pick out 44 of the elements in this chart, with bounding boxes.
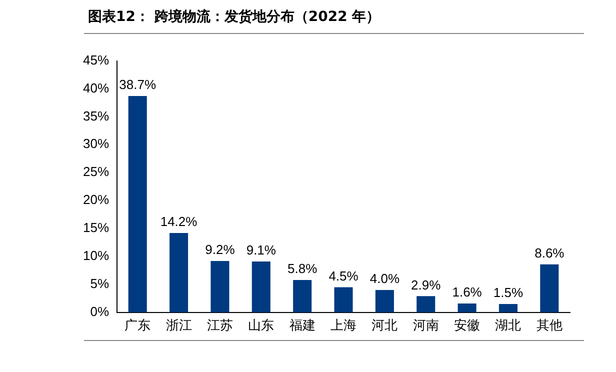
data-label: 14.2% [160,214,198,230]
data-label: 4.5% [328,268,359,284]
x-tick-label: 河北 [372,318,398,334]
x-tick-label: 山东 [248,318,274,334]
bar [540,264,559,312]
x-tick-label: 广东 [124,318,151,334]
x-tick-label: 河南 [412,318,439,334]
y-tick-label: 45% [82,52,110,68]
y-tick-label: 30% [82,136,110,152]
x-tick-label: 江苏 [206,318,233,334]
data-label: 1.5% [493,285,524,300]
x-tick-label: 湖北 [495,318,522,334]
y-tick-label: 40% [82,80,110,96]
y-tick-label: 25% [82,164,110,180]
x-tick-label: 浙江 [166,318,192,334]
y-tick-label: 5% [90,276,110,292]
bar [293,280,312,312]
data-label: 1.6% [452,284,482,300]
y-tick-label: 0% [90,304,110,319]
x-tick-label: 上海 [330,318,357,334]
x-tick-label: 安徽 [454,318,480,334]
data-label: 9.1% [246,242,276,258]
bar [498,304,518,312]
data-label: 5.8% [288,261,318,276]
x-tick-label: 福建 [289,318,316,334]
data-label: 2.9% [411,277,442,292]
y-tick-label: 20% [82,192,110,208]
x-tick-label: 其他 [536,318,562,334]
bar [170,233,188,312]
y-tick-label: 15% [82,220,110,236]
bar [375,290,394,312]
bar [458,303,476,312]
data-label: 4.0% [370,271,400,286]
data-label: 38.7% [119,77,156,92]
y-tick-label: 10% [82,248,110,264]
bar [334,287,353,312]
data-label: 8.6% [534,245,565,260]
y-tick-label: 35% [82,108,110,124]
chart-title: 图表12： 跨境物流：发货地分布（2022 年） [88,8,380,26]
bar [210,260,230,312]
bar [252,262,270,312]
bar [128,96,147,312]
bar [416,296,436,312]
data-label: 9.2% [205,242,236,258]
